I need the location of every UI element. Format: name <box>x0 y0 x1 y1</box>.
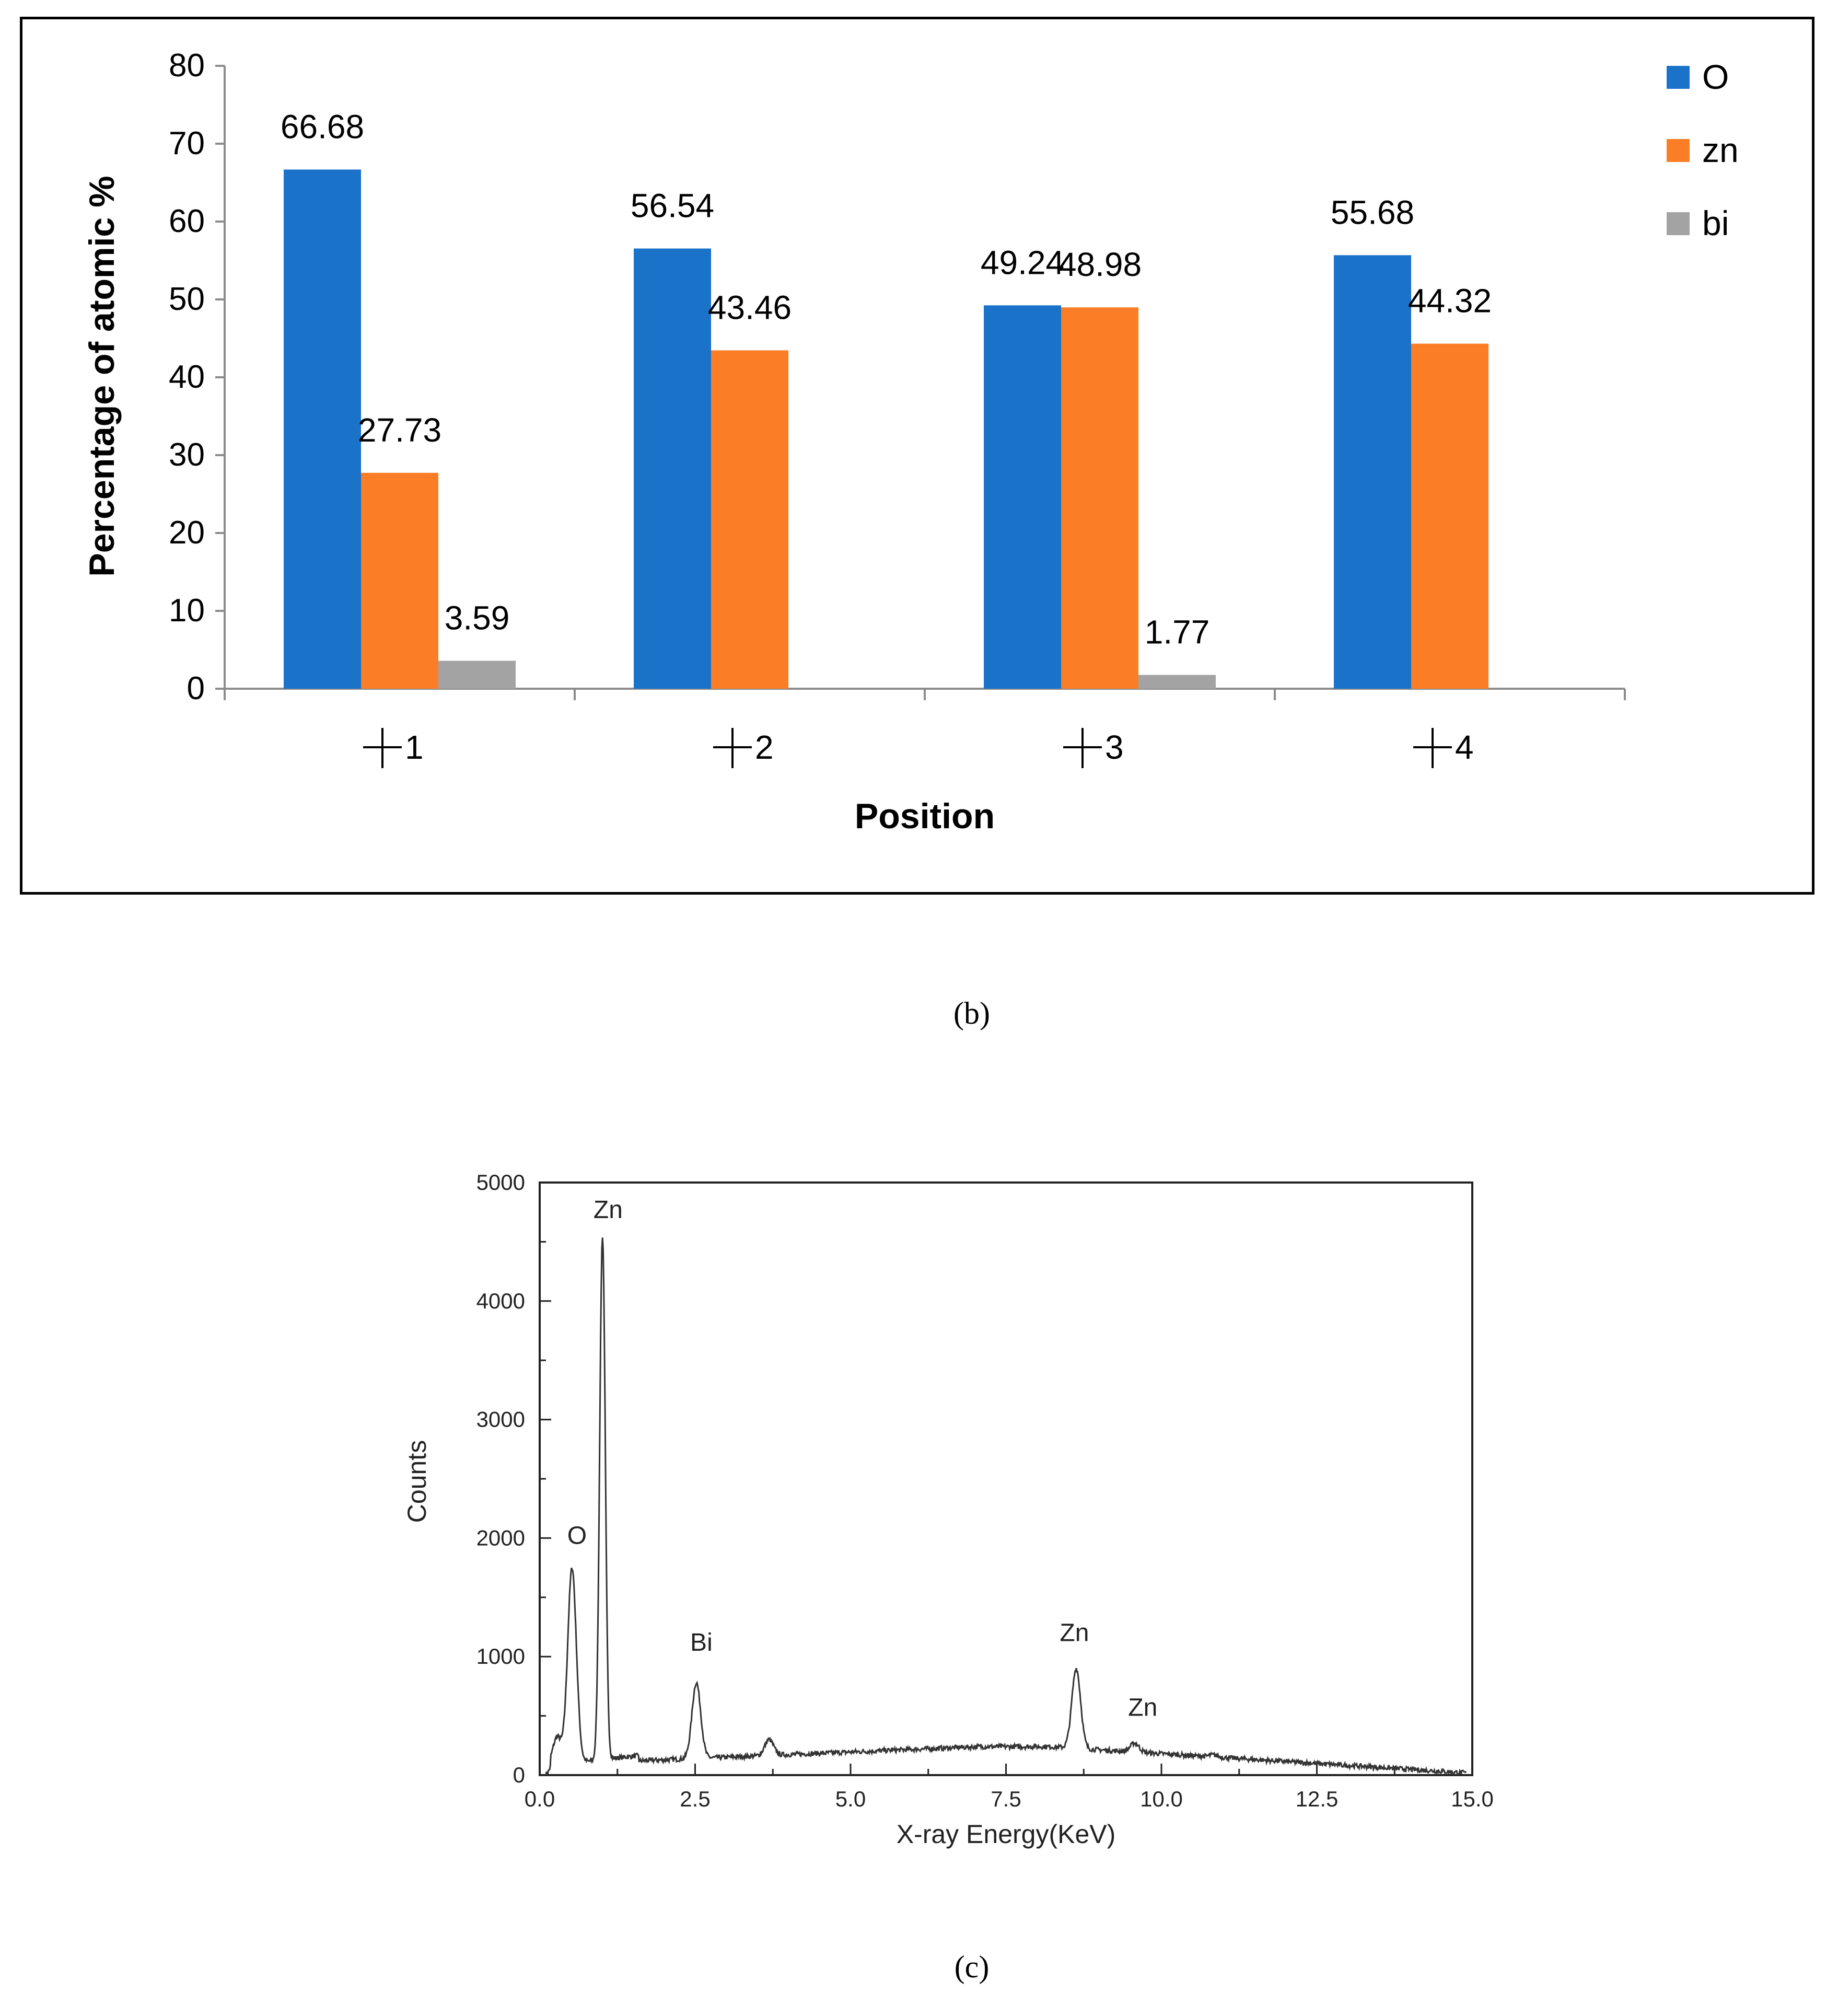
chart-b-frame <box>20 17 1814 895</box>
y-tick-label: 2000 <box>476 1525 525 1550</box>
y-tick-label: 3000 <box>476 1407 525 1432</box>
x-tick-label: 12.5 <box>1296 1787 1339 1811</box>
y-axis-title: Counts <box>402 1440 432 1523</box>
x-tick-label: 2.5 <box>680 1787 710 1811</box>
data-label: 27.73 <box>358 411 441 449</box>
x-tick-label: 0.0 <box>525 1787 555 1811</box>
bar-zn-2 <box>711 350 788 689</box>
x-tick-label: 5.0 <box>835 1787 866 1811</box>
y-tick-label: 30 <box>169 437 205 473</box>
data-label: 3.59 <box>445 599 510 637</box>
data-label: 55.68 <box>1331 193 1414 231</box>
data-label: 49.24 <box>981 244 1064 281</box>
bar-zn-1 <box>361 472 438 689</box>
bar-bi-1 <box>438 661 516 689</box>
legend-swatch-bi <box>1667 212 1690 235</box>
data-label: 1.77 <box>1145 613 1210 651</box>
spectrum-line <box>545 1237 1467 1776</box>
y-tick-label: 20 <box>169 515 205 551</box>
y-tick-label: 70 <box>169 125 205 161</box>
plot-frame <box>539 1181 1473 1776</box>
x-tick-label: 10.0 <box>1140 1787 1183 1811</box>
y-axis-title: Percentage of atomic % <box>82 176 122 576</box>
x-category-label: 2 <box>713 728 774 768</box>
x-category-label: 1 <box>363 728 424 768</box>
data-label: 66.68 <box>281 108 364 145</box>
y-tick-label: 0 <box>513 1763 525 1787</box>
y-tick-label: 50 <box>169 281 205 317</box>
y-tick-label: 40 <box>169 359 205 395</box>
y-tick-label: 80 <box>169 48 205 84</box>
peak-annotation-bi: Bi <box>690 1629 713 1656</box>
peak-annotation-zn: Zn <box>594 1196 623 1224</box>
x-category-label: 4 <box>1413 728 1474 768</box>
legend-label-zn: zn <box>1702 131 1739 169</box>
peak-annotation-o: O <box>567 1522 587 1550</box>
x-axis-title: Position <box>855 796 995 836</box>
caption-c: (c) <box>954 1950 990 1984</box>
legend-label-O: O <box>1702 57 1729 96</box>
bar-O-3 <box>984 305 1061 689</box>
bar-O-2 <box>634 248 711 689</box>
atomic-percentage-bar-chart: 0 10 20 30 40 50 60 70 80 66.68 27.73 3.59 1 56.54 43.… <box>82 48 1739 836</box>
x-tick-label: 7.5 <box>991 1787 1021 1811</box>
bar-bi-3 <box>1138 675 1216 689</box>
legend-swatch-O <box>1667 66 1690 89</box>
bar-O-4 <box>1334 255 1411 689</box>
y-tick-label: 60 <box>169 203 205 239</box>
legend-label-bi: bi <box>1702 204 1729 242</box>
data-label: 44.32 <box>1408 282 1492 320</box>
y-tick-label: 0 <box>187 670 205 706</box>
data-label: 56.54 <box>631 187 714 225</box>
bar-zn-4 <box>1411 343 1488 689</box>
caption-b: (b) <box>953 996 990 1030</box>
bar-zn-3 <box>1061 307 1138 689</box>
y-tick-label: 4000 <box>476 1289 525 1313</box>
y-tick-label: 5000 <box>476 1170 525 1195</box>
x-axis-title: X-ray Energy(KeV) <box>897 1820 1116 1849</box>
x-category-number: 1 <box>405 728 424 766</box>
x-category-number: 2 <box>755 728 774 766</box>
x-tick-label: 15.0 <box>1451 1787 1494 1811</box>
y-tick-label: 1000 <box>476 1644 525 1669</box>
data-label: 48.98 <box>1058 246 1142 283</box>
x-category-number: 4 <box>1455 728 1474 766</box>
data-label: 43.46 <box>708 288 792 326</box>
peak-annotation-zn: Zn <box>1060 1619 1089 1647</box>
legend-swatch-zn <box>1667 139 1690 162</box>
x-category-label: 3 <box>1063 728 1124 768</box>
x-category-number: 3 <box>1105 728 1124 766</box>
y-tick-label: 10 <box>169 593 205 629</box>
bar-O-1 <box>284 169 361 689</box>
peak-annotation-zn: Zn <box>1128 1694 1157 1722</box>
